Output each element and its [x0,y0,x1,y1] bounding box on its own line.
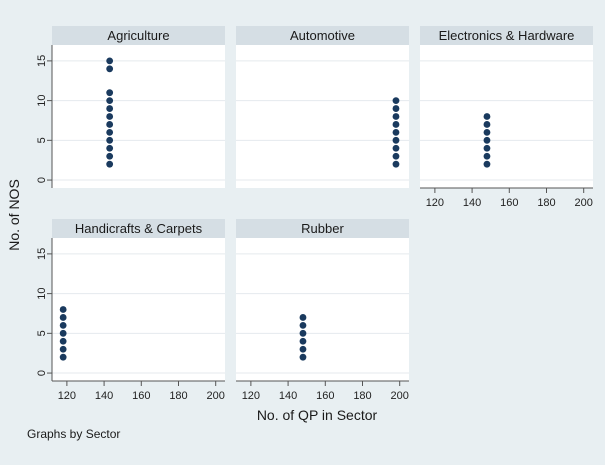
data-point [59,329,67,337]
x-tick-label: 120 [58,390,76,402]
plot-area [236,238,409,381]
data-point [392,105,400,112]
x-tick-label: 160 [132,390,150,402]
x-tick-label: 200 [391,390,409,402]
data-point [59,314,67,321]
panel-title: Automotive [290,28,355,43]
x-tick-label: 160 [316,390,334,402]
data-point [392,152,400,160]
data-point [392,128,400,136]
y-tick-label: 5 [36,137,48,143]
x-tick-label: 120 [242,390,260,402]
data-point [106,113,114,120]
x-tick-label: 200 [207,390,225,402]
x-tick-label: 180 [353,390,371,402]
plot-area [236,45,409,188]
data-point [483,144,491,152]
x-tick-label: 200 [575,197,593,209]
data-point [483,160,491,168]
x-tick-label: 180 [169,390,187,402]
data-point [392,160,400,168]
y-tick-label: 15 [36,55,48,67]
data-point [392,144,400,152]
data-point [59,306,67,313]
data-point [106,57,114,65]
y-tick-label: 0 [36,177,48,183]
data-point [299,321,307,329]
panel-title: Handicrafts & Carpets [75,221,203,236]
data-point [483,128,491,136]
data-point [59,345,67,353]
data-point [106,152,114,160]
plot-area [420,45,593,188]
y-tick-label: 5 [36,330,48,336]
plot-area [52,45,225,188]
panel-title: Electronics & Hardware [439,28,575,43]
y-tick-label: 10 [36,287,48,299]
data-point [299,345,307,353]
plot-area [52,238,225,381]
data-point [106,65,114,73]
panel-header [52,219,225,238]
data-point [483,152,491,160]
data-point [299,314,307,321]
x-tick-label: 140 [279,390,297,402]
y-tick-label: 0 [36,370,48,376]
panel-header [236,219,409,238]
data-point [299,329,307,337]
panel-title: Agriculture [107,28,169,43]
data-point [392,121,400,128]
panel-header [236,26,409,45]
data-point [392,97,400,105]
y-axis-title: No. of NOS [6,179,22,251]
data-point [106,128,114,136]
x-tick-label: 140 [463,197,481,209]
data-point [299,337,307,345]
x-tick-label: 160 [500,197,518,209]
data-point [299,353,307,361]
data-point [106,121,114,128]
y-tick-label: 10 [36,94,48,106]
y-tick-label: 15 [36,248,48,260]
panel-header [52,26,225,45]
data-point [106,97,114,105]
x-axis-title: No. of QP in Sector [257,407,378,423]
graphs-by-note: Graphs by Sector [27,427,121,441]
data-point [106,105,114,112]
data-point [483,121,491,128]
panel-header [420,26,593,45]
data-point [106,160,114,168]
x-tick-label: 140 [95,390,113,402]
data-point [483,113,491,120]
data-point [59,353,67,361]
data-point [59,321,67,329]
data-point [106,136,114,144]
data-point [483,136,491,144]
data-point [392,136,400,144]
data-point [59,337,67,345]
x-tick-label: 180 [537,197,555,209]
data-point [106,89,114,97]
data-point [106,144,114,152]
data-point [392,113,400,120]
x-tick-label: 120 [426,197,444,209]
panel-title: Rubber [301,221,344,236]
